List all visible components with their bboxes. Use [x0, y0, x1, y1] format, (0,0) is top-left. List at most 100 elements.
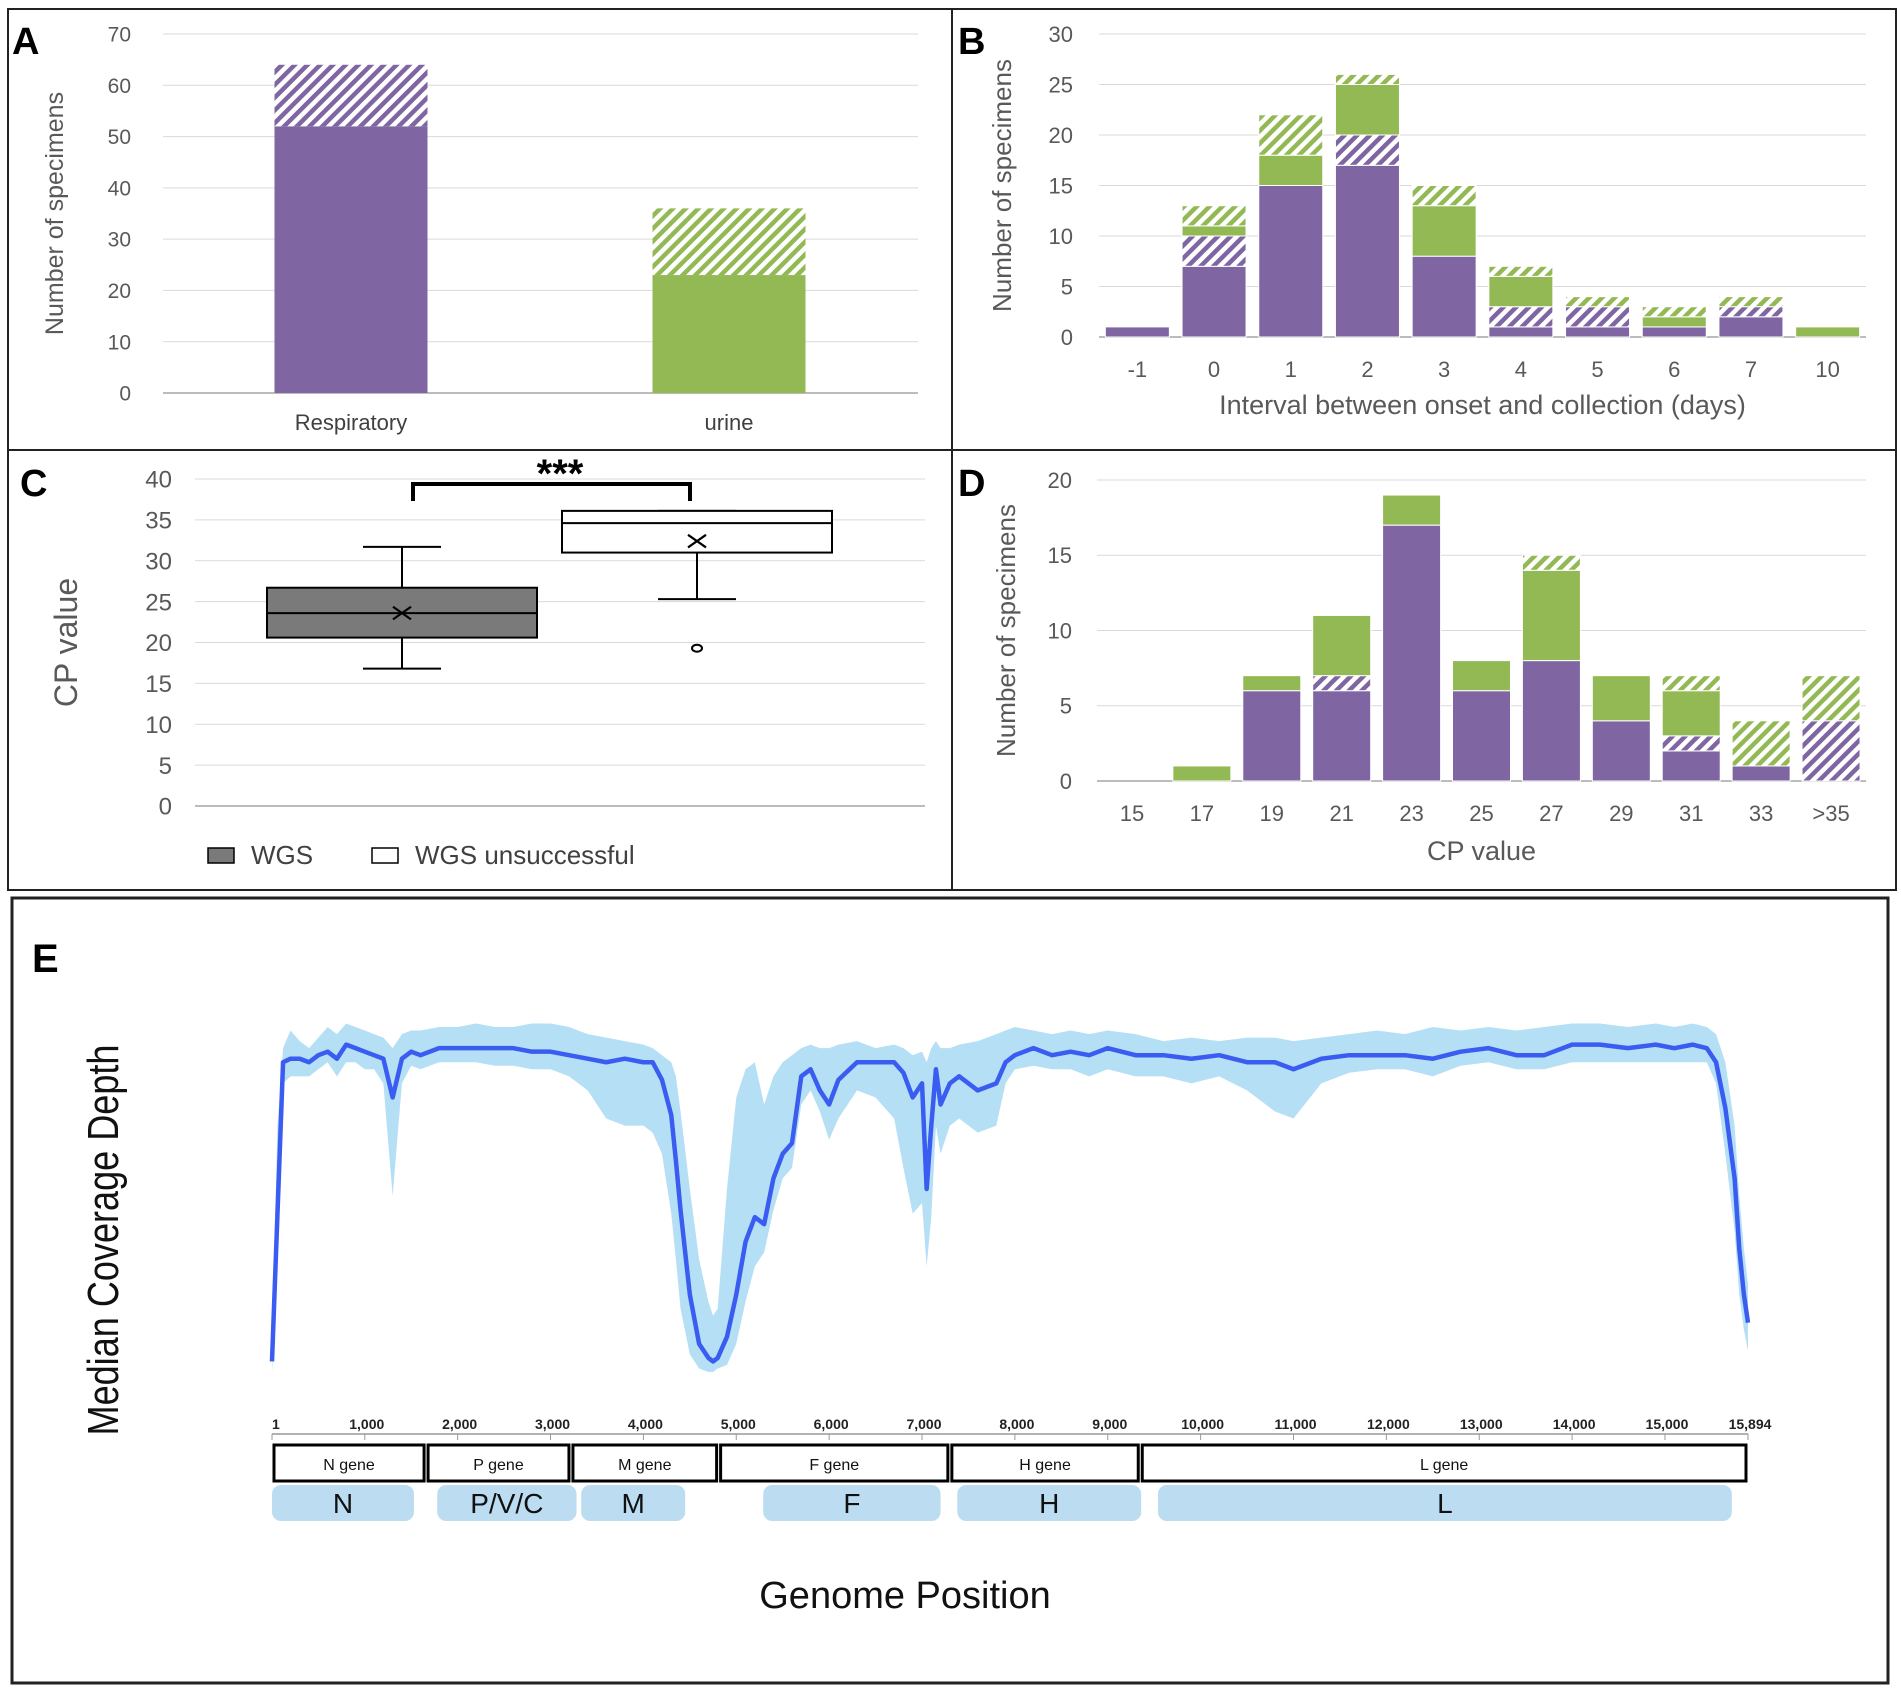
- panel-d-bar-segment: [1242, 690, 1302, 782]
- panel-c-legend-swatch: [371, 847, 399, 864]
- panel-e-xtick-label: 9,000: [1092, 1416, 1127, 1432]
- panel-c-legend-label: WGS: [251, 840, 313, 870]
- panel-b-ytick-label: 25: [1049, 72, 1073, 97]
- panel-d-category-label: 33: [1749, 801, 1773, 826]
- panel-d-ylabel: Number of specimens: [991, 504, 1021, 757]
- panel-b-category-label: 10: [1815, 357, 1839, 382]
- panel-d-xlabel: CP value: [1427, 836, 1536, 866]
- panel-e-protein-label: M: [622, 1488, 645, 1519]
- panel-e-protein-label: H: [1039, 1488, 1059, 1519]
- panel-d-category-label: 27: [1539, 801, 1563, 826]
- panel-e-ylabel: Median Coverage Depth: [79, 1045, 128, 1436]
- panel-c-chart: 0 5 10 15 20 25 30 35 40 *** WGS WGS unsuccessful CP…: [48, 452, 925, 870]
- panel-a-frame: [7, 8, 953, 451]
- panel-b-xlabel: Interval between onset and collection (d…: [1219, 390, 1746, 420]
- panel-e-protein-pill: [763, 1485, 941, 1521]
- panel-b-category-label: -1: [1128, 357, 1148, 382]
- panel-b-bar-segment: [1181, 225, 1247, 237]
- panel-b-bar-segment: [1181, 235, 1247, 267]
- panel-d-ytick-label: 15: [1048, 543, 1072, 568]
- panel-a-ylabel: Number of specimens: [41, 92, 69, 335]
- panel-b-bar-segment: [1718, 306, 1784, 318]
- panel-e-protein-label: F: [843, 1488, 860, 1519]
- panel-c-significance-bracket: [411, 482, 692, 501]
- panel-b-ytick-label: 0: [1061, 325, 1073, 350]
- panel-b-ytick-label: 30: [1049, 22, 1073, 47]
- panel-e-gene-label: M gene: [618, 1457, 671, 1474]
- panel-b-bar-segment: [1565, 296, 1631, 308]
- panel-c-ytick-label: 25: [145, 589, 172, 616]
- panel-e-frame: [10, 896, 1890, 1685]
- panel-c-ytick-label: 20: [145, 630, 172, 657]
- panel-e-protein-label: P/V/C: [470, 1488, 543, 1519]
- panel-e-xtick-label: 7,000: [906, 1416, 941, 1432]
- panel-b-bar-segment: [1258, 185, 1324, 338]
- panel-e-coverage-range-band: [272, 1023, 1748, 1372]
- panel-e-protein-pill: [437, 1485, 577, 1521]
- panel-e-protein-pill: [581, 1485, 686, 1521]
- panel-b-ytick-label: 15: [1049, 173, 1073, 198]
- panel-c-ytick-label: 5: [159, 753, 172, 780]
- panel-d-chart: 0 5 10 15 20 15 17 19 21 23 25 27 29 31 33 >35 CP value N…: [991, 468, 1866, 866]
- panel-d-category-label: 31: [1679, 801, 1703, 826]
- panel-a-bar-segment: [652, 275, 806, 393]
- panel-e-xtick-label: 15,000: [1646, 1416, 1689, 1432]
- panel-e-gene-label: F gene: [809, 1457, 859, 1474]
- panel-c-ytick-label: 40: [145, 467, 172, 494]
- panel-b-bar-segment: [1334, 84, 1400, 136]
- panel-d-bar-segment: [1661, 675, 1721, 692]
- panel-e-xtick-label: 4,000: [628, 1416, 663, 1432]
- panel-d-bar-segment: [1312, 675, 1372, 692]
- panel-e-xtick-label: 12,000: [1367, 1416, 1410, 1432]
- panel-b-bar-segment: [1718, 296, 1784, 308]
- panel-d-bar-segment: [1591, 675, 1651, 722]
- panel-d-bar-segment: [1521, 569, 1581, 662]
- panel-b-category-label: 7: [1745, 357, 1757, 382]
- panel-b-category-label: 4: [1515, 357, 1527, 382]
- panel-e-protein-pill: [1157, 1485, 1732, 1521]
- panel-d-ytick-label: 0: [1060, 769, 1072, 794]
- panel-d-category-label: 21: [1329, 801, 1353, 826]
- panel-d-category-label: 25: [1469, 801, 1493, 826]
- panel-e-xtick-label: 11,000: [1274, 1416, 1316, 1432]
- panel-e-protein-pill: [957, 1485, 1142, 1521]
- panel-d-bar-segment: [1382, 494, 1442, 526]
- panel-c-ytick-label: 35: [145, 508, 172, 535]
- panel-d-bar-segment: [1591, 720, 1651, 782]
- panel-e-xtick-label: 1,000: [349, 1416, 384, 1432]
- panel-e-gene-label: H gene: [1019, 1457, 1071, 1474]
- panel-c-ytick-label: 0: [159, 794, 172, 821]
- panel-d-bar-segment: [1661, 690, 1721, 737]
- panel-b-bar-segment: [1104, 326, 1170, 338]
- panel-b-bar-segment: [1411, 185, 1477, 207]
- panel-c-legend-label: WGS unsuccessful: [415, 840, 635, 870]
- panel-e-xtick-label: 2,000: [442, 1416, 477, 1432]
- panel-c-ytick-label: 30: [145, 548, 172, 575]
- panel-b-bar-segment: [1181, 265, 1247, 338]
- panel-b-bar-segment: [1795, 326, 1861, 338]
- panel-letter-c: C: [20, 463, 47, 505]
- panel-a-ytick-label: 40: [108, 177, 131, 200]
- panel-a-ytick-label: 30: [108, 229, 131, 252]
- panel-letter-a: A: [12, 21, 39, 63]
- panel-e-gene-box: [571, 1443, 719, 1483]
- panel-e-xtick-label: 15,894: [1729, 1416, 1772, 1432]
- panel-d-bar-segment: [1312, 690, 1372, 782]
- panel-d-category-label: 19: [1260, 801, 1284, 826]
- panel-d-bar-segment: [1731, 720, 1791, 767]
- panel-b-bar-segment: [1488, 265, 1554, 277]
- panel-d-ytick-label: 10: [1048, 618, 1072, 643]
- panel-e-xtick-label: 5,000: [721, 1416, 756, 1432]
- panel-d-bar-segment: [1312, 614, 1372, 677]
- panel-c-ylabel: CP value: [48, 578, 84, 707]
- panel-b-category-label: 5: [1591, 357, 1603, 382]
- panel-a-chart: 0 10 20 30 40 50 60 70 Respiratory urine Number of…: [41, 24, 918, 435]
- panel-a-bar-segment: [274, 126, 428, 394]
- panel-d-category-label: 15: [1120, 801, 1144, 826]
- panel-a-ytick-label: 70: [108, 24, 131, 47]
- panel-d-bar-segment: [1731, 765, 1791, 782]
- panel-e-chart: 1 1,000 2,000 3,000 4,000 5,000 6,000 7,000 8,00…: [79, 1023, 1772, 1617]
- panel-e-xtick-label: 8,000: [999, 1416, 1034, 1432]
- panel-b-category-label: 6: [1668, 357, 1680, 382]
- panel-e-xtick-label: 14,000: [1553, 1416, 1596, 1432]
